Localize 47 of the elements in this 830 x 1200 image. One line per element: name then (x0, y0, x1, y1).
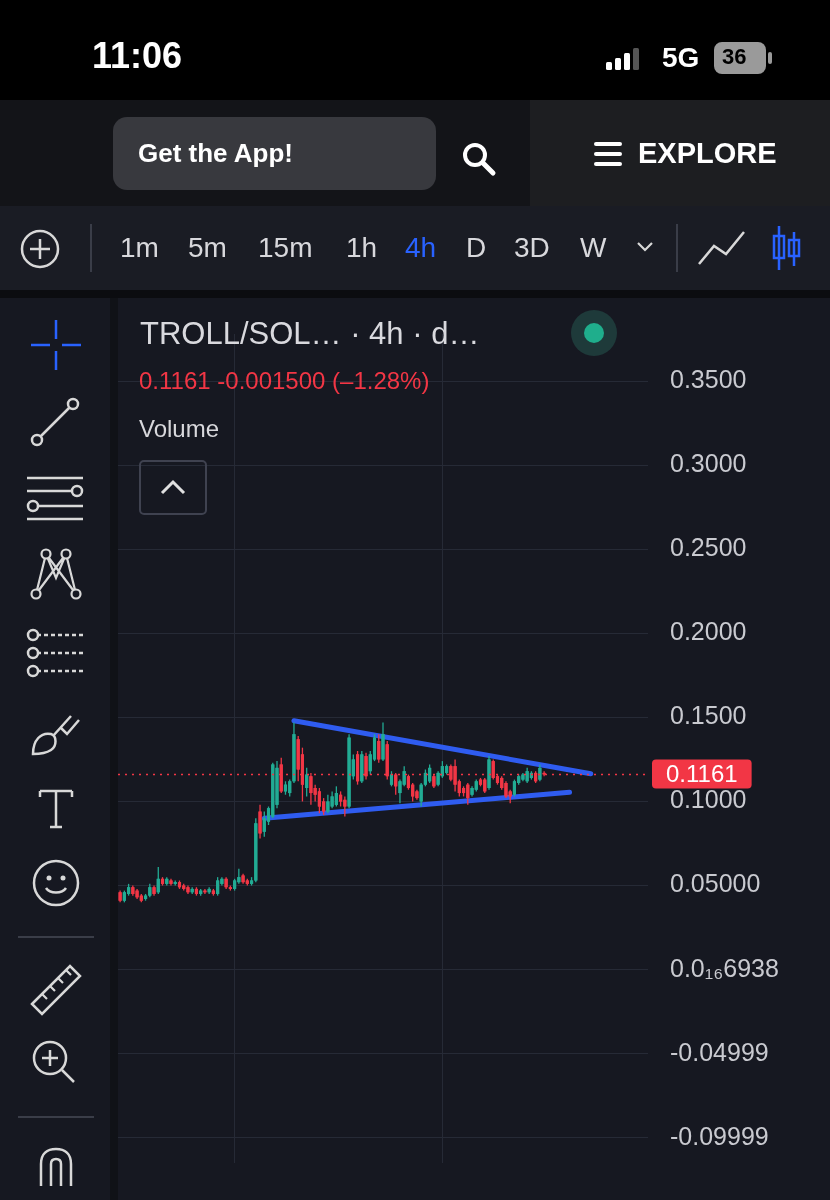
text: 1m (120, 232, 159, 263)
candlestick (317, 787, 321, 814)
candlestick (394, 772, 398, 796)
text: W (580, 232, 607, 263)
candlestick (466, 782, 470, 806)
y-tick-label: -0.04999 (670, 1037, 769, 1066)
y-tick-label: 0.1500 (670, 701, 747, 730)
text: 36 (722, 44, 747, 69)
text: Get the App! (138, 138, 294, 168)
candlestick (478, 777, 483, 787)
y-tick-label: 0.3500 (670, 364, 747, 393)
text: 3D (514, 232, 550, 263)
candlestick (343, 795, 347, 818)
y-tick-label: -0.09999 (670, 1121, 769, 1150)
y-tick-label: 0.2500 (670, 533, 747, 562)
annotation: Volume (139, 415, 220, 442)
candlestick (334, 785, 338, 808)
annotation: 0.1161 -0.001500 (–1.28%) (139, 367, 430, 394)
candlestick (203, 888, 207, 895)
y-tick-label: 0.3000 (670, 449, 747, 478)
candlestick (216, 876, 220, 897)
text: D (466, 232, 487, 263)
candlestick (258, 804, 262, 840)
y-tick-label: 0.2000 (670, 617, 747, 646)
candlestick (156, 866, 160, 895)
text: EXPLORE (638, 137, 777, 169)
y-tick-label: 0.0₁₆6938 (670, 953, 779, 982)
candlestick (283, 780, 288, 796)
candlestick (326, 794, 330, 814)
candlestick (177, 879, 182, 890)
ref-line-label: 0.1161 (666, 760, 738, 788)
y-tick-label: 0.05000 (670, 869, 761, 898)
chart-title: TROLL/SOL… · 4h · d… (140, 316, 480, 351)
text: 11:06 (92, 35, 183, 76)
text: 5G (662, 42, 700, 73)
candlestick (305, 767, 309, 798)
candlestick (377, 733, 381, 764)
candlestick (262, 810, 266, 838)
text: 5m (188, 232, 227, 263)
y-tick-label: 0.1000 (670, 785, 747, 814)
candlestick (389, 770, 394, 787)
text: 15m (258, 232, 313, 263)
candlestick (160, 876, 165, 887)
text: 4h (405, 232, 437, 263)
candlestick (428, 763, 432, 784)
text: 1h (346, 232, 378, 263)
candlestick (419, 782, 423, 808)
